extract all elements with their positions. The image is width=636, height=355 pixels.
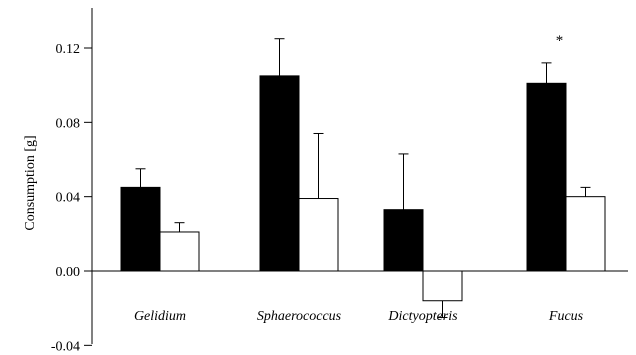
y-tick-label: -0.04 [51,339,80,354]
significance-marker: * [556,33,564,49]
x-category-label: Gelidium [134,309,186,324]
bar [159,231,200,272]
bar [383,209,424,272]
x-category-label: Sphaerococcus [257,309,342,324]
y-tick-label: 0.12 [56,42,81,57]
bar [259,75,300,272]
labels: -0.04 0.00 0.04 0.08 0.12 Gelidium Sphaerococc… [51,33,584,354]
y-tick-label: 0.00 [56,265,81,280]
bar [565,196,606,272]
x-category-label: Dictyopteris [387,309,458,324]
bar [526,82,567,272]
bar [298,198,339,272]
bar [422,270,463,302]
y-tick-label: 0.08 [56,116,81,131]
x-category-label: Fucus [548,309,584,324]
bar [120,186,161,272]
y-tick-label: 0.04 [56,191,81,206]
bars [120,38,606,318]
y-axis-title: Consumption [g] [23,135,38,230]
